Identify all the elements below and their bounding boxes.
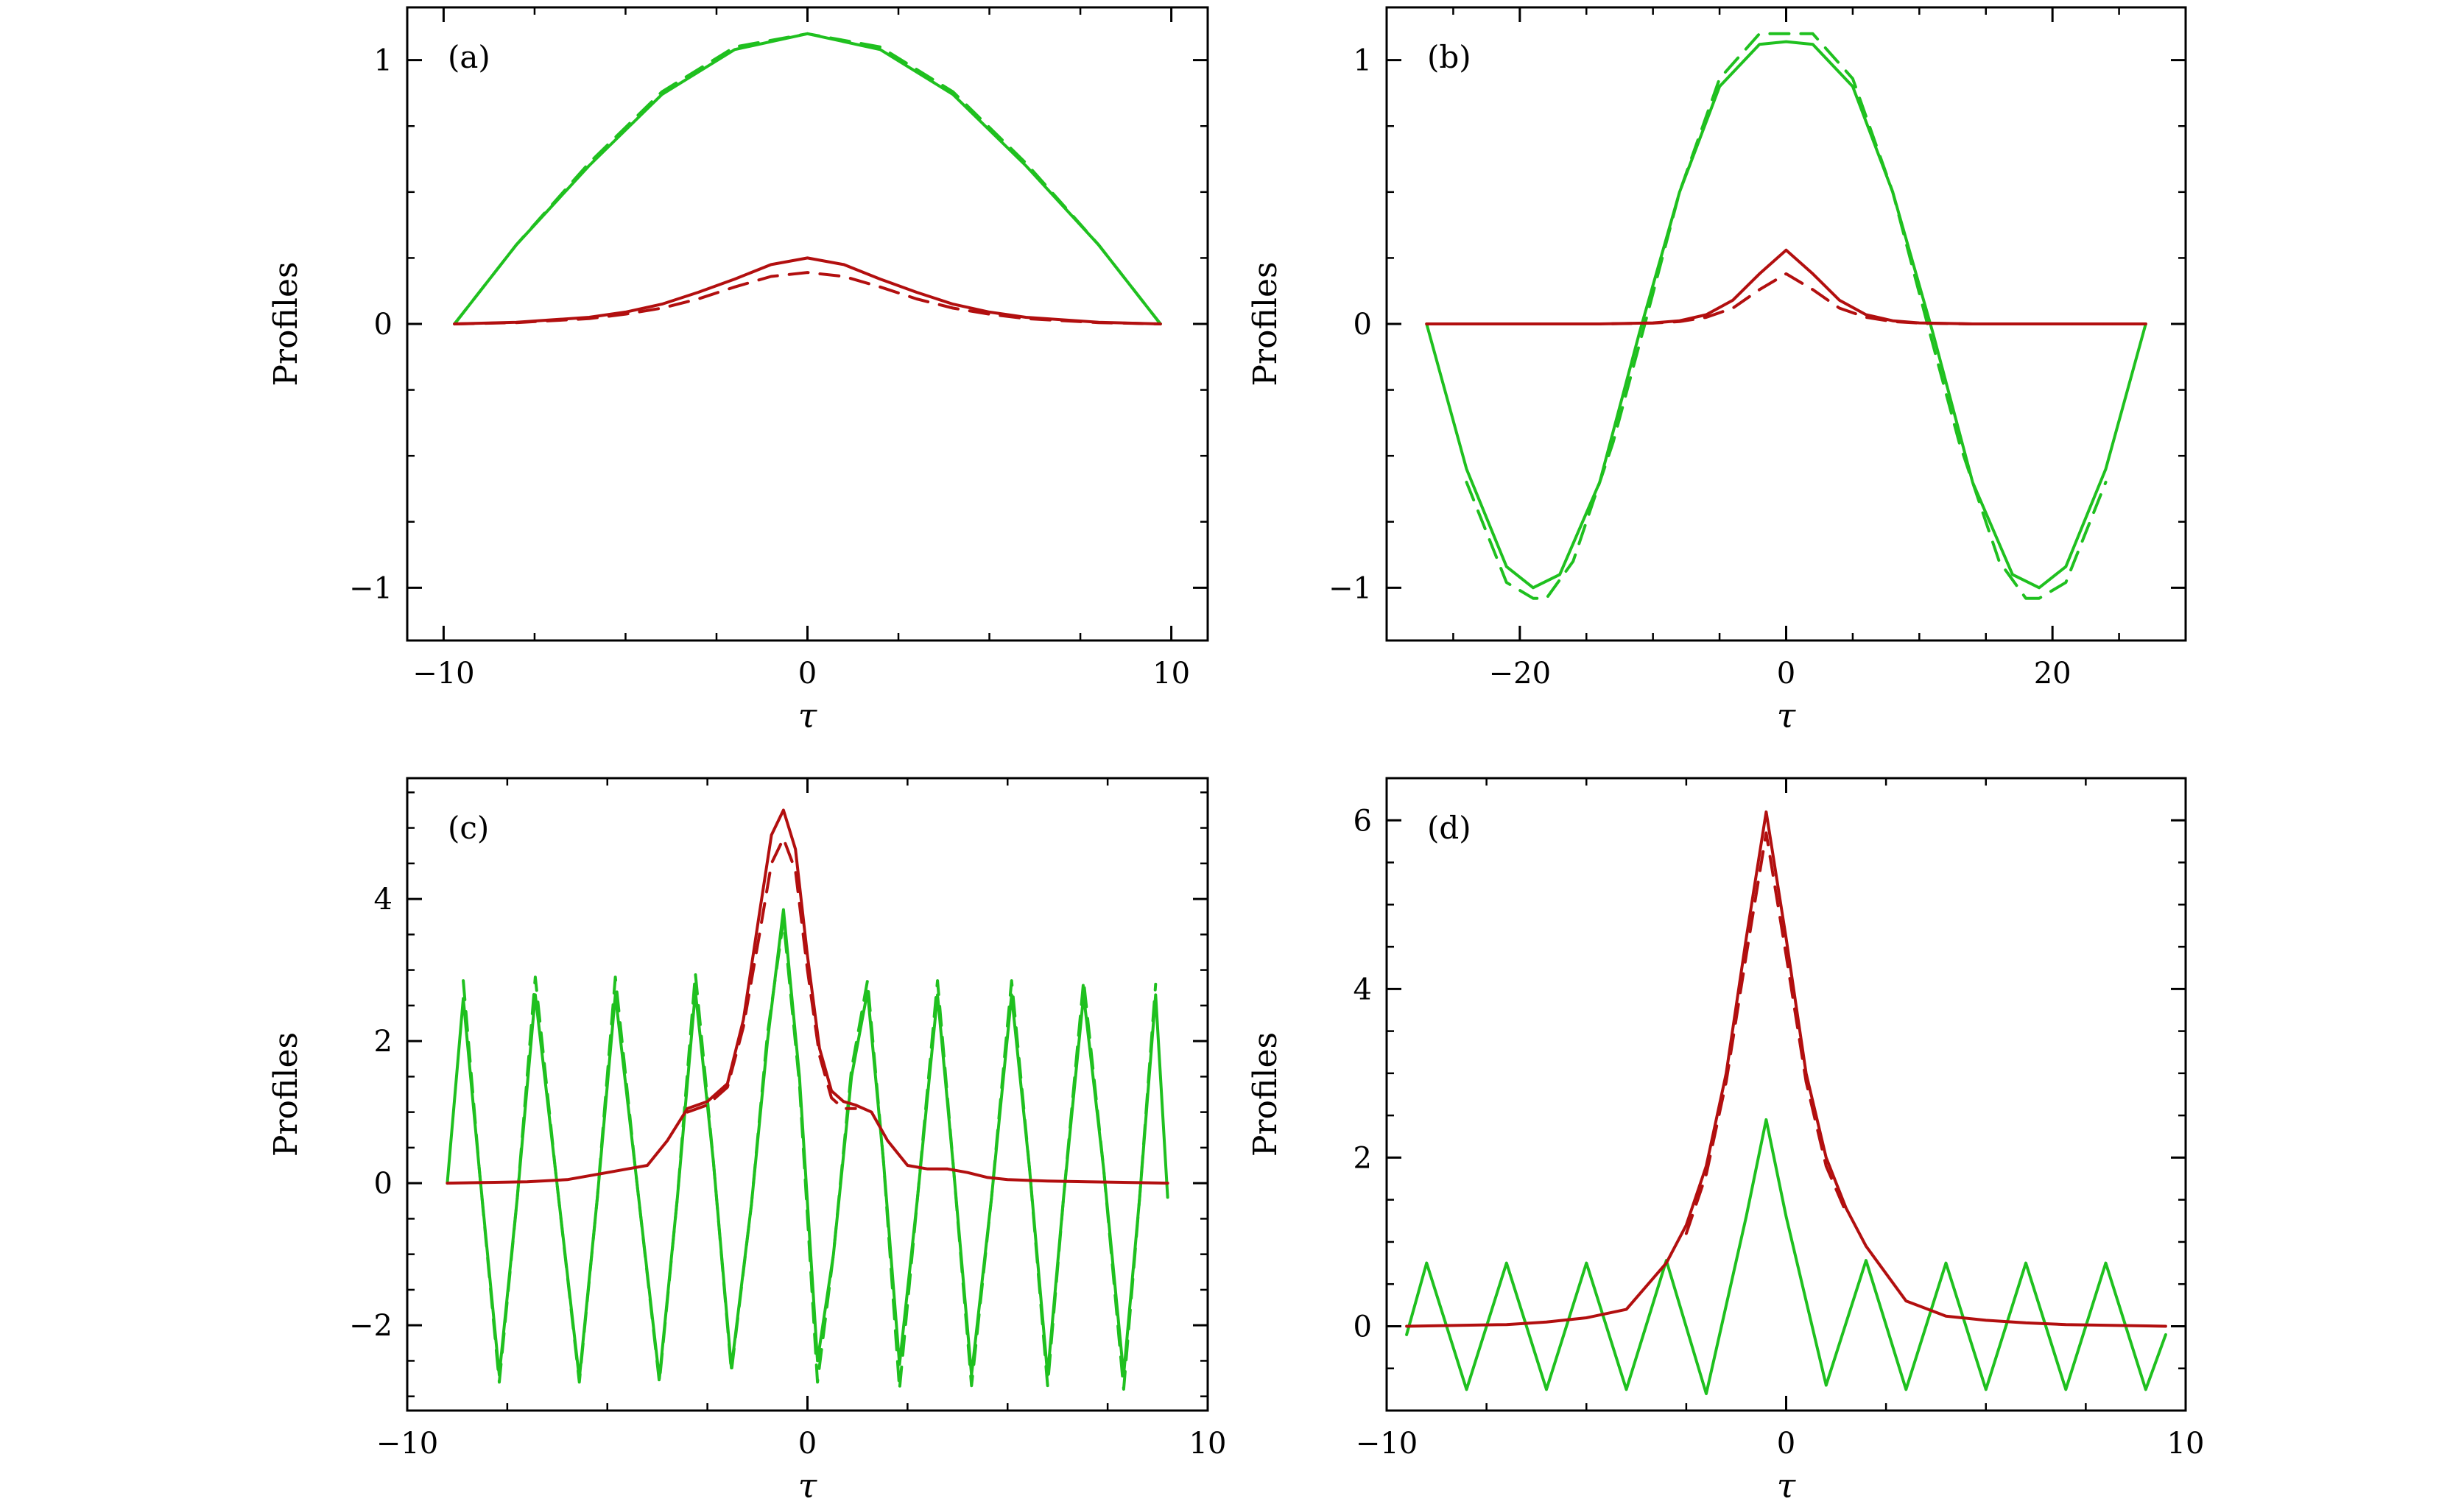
series-line-red-solid: [453, 256, 1162, 325]
plot-frame: [406, 6, 1209, 642]
series-group: [1425, 32, 2147, 600]
plot-frame: [1385, 777, 2187, 1412]
panel-label: (c): [448, 810, 489, 846]
y-axis-label: Profiles: [1247, 261, 1284, 386]
series-line-green-solid: [1425, 40, 2147, 590]
x-tick-label: 20: [2034, 657, 2071, 691]
x-tick-label: −10: [1356, 1427, 1418, 1461]
x-axis-label: τ: [1777, 1466, 1797, 1506]
y-tick-label: 0: [374, 1167, 393, 1201]
x-axis-label: τ: [1777, 696, 1797, 735]
series-group: [1405, 810, 2167, 1396]
x-tick-label: 10: [1189, 1427, 1227, 1461]
series-line-green-solid: [1405, 1118, 2167, 1396]
series-line-green-dashed: [453, 32, 1162, 325]
series-line-red-solid: [1425, 248, 2147, 325]
y-tick-label: 0: [1354, 1310, 1372, 1344]
x-tick-label: 10: [1152, 657, 1190, 691]
y-axis-label: Profiles: [267, 261, 305, 386]
x-tick-label: 0: [798, 1427, 817, 1461]
x-axis-label: τ: [798, 1466, 818, 1506]
y-tick-label: −1: [1328, 571, 1372, 605]
x-tick-label: 10: [2167, 1427, 2205, 1461]
panel-label: (d): [1427, 810, 1471, 846]
y-tick-label: 6: [1354, 804, 1372, 838]
y-tick-label: 1: [1354, 44, 1372, 78]
panel-label: (b): [1427, 39, 1471, 75]
x-tick-label: 0: [1777, 657, 1795, 691]
panel-label: (a): [448, 39, 490, 75]
series-line-green-dashed: [1465, 32, 2108, 600]
series-line-red-solid: [446, 808, 1169, 1185]
x-tick-label: 0: [1777, 1427, 1795, 1461]
x-tick-label: 0: [798, 657, 817, 691]
series-line-red-dashed: [686, 837, 857, 1114]
x-tick-label: −10: [376, 1427, 438, 1461]
y-tick-label: 2: [374, 1025, 393, 1059]
x-tick-label: −10: [412, 657, 474, 691]
panel-b: −20 0 20 −1 0 1 (b) τ Profiles: [1247, 6, 2187, 735]
y-tick-label: −2: [349, 1309, 393, 1343]
y-tick-label: 0: [374, 308, 393, 342]
x-axis-label: τ: [798, 696, 818, 735]
series-line-green-solid: [453, 32, 1162, 325]
x-tick-label: −20: [1489, 657, 1551, 691]
series-line-green-dashed: [462, 919, 1158, 1391]
series-line-red-solid: [1405, 810, 2167, 1328]
y-tick-label: 4: [374, 883, 393, 917]
panel-d: −10 0 10 0 2 4 6 (d) τ Profiles: [1247, 777, 2205, 1506]
y-tick-label: 1: [374, 44, 393, 78]
panel-c: −10 0 10 −2 0 2 4 (c) τ Profiles: [267, 777, 1227, 1506]
y-tick-label: 0: [1354, 308, 1372, 342]
series-group: [453, 32, 1162, 325]
y-tick-label: 4: [1354, 973, 1372, 1006]
y-tick-label: 2: [1354, 1141, 1372, 1175]
series-line-red-dashed: [1425, 272, 2147, 325]
y-tick-label: −1: [349, 571, 393, 605]
y-axis-label: Profiles: [1247, 1032, 1284, 1157]
series-line-red-dashed: [453, 271, 1162, 325]
series-line-red-dashed: [1684, 831, 1848, 1235]
series-group: [446, 808, 1169, 1391]
y-axis-label: Profiles: [267, 1032, 305, 1157]
